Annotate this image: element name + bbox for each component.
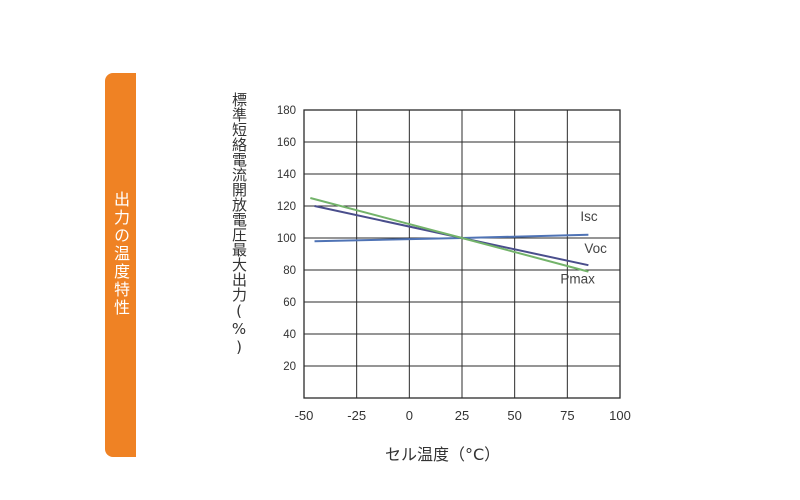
y-axis-label: 標準短絡電流開放電圧最大出力(%) [230, 92, 248, 356]
x-tick-label: -25 [347, 408, 366, 423]
side-tab: 出力の温度特性 [105, 73, 136, 457]
series-label-isc: Isc [580, 209, 598, 224]
side-tab-label: 出力の温度特性 [111, 191, 130, 317]
x-tick-label: 100 [609, 408, 631, 423]
x-tick-label: -50 [295, 408, 314, 423]
x-tick-label: 0 [406, 408, 413, 423]
x-tick-label: 50 [507, 408, 521, 423]
y-tick-label: 20 [283, 361, 296, 373]
x-tick-label: 25 [455, 408, 469, 423]
series-label-voc: Voc [584, 241, 607, 256]
x-axis-label: セル温度（°C） [385, 445, 501, 464]
y-tick-label: 100 [277, 233, 296, 245]
y-tick-label: 180 [277, 105, 296, 117]
x-tick-label: 75 [560, 408, 574, 423]
y-tick-label: 60 [283, 297, 296, 309]
y-tick-label: 120 [277, 201, 296, 213]
y-tick-label: 140 [277, 169, 296, 181]
series-line-pmax [310, 197, 589, 273]
y-tick-label: 160 [277, 137, 296, 149]
y-tick-label: 40 [283, 329, 296, 341]
y-tick-label: 80 [283, 265, 296, 277]
series-label-pmax: Pmax [560, 272, 595, 287]
